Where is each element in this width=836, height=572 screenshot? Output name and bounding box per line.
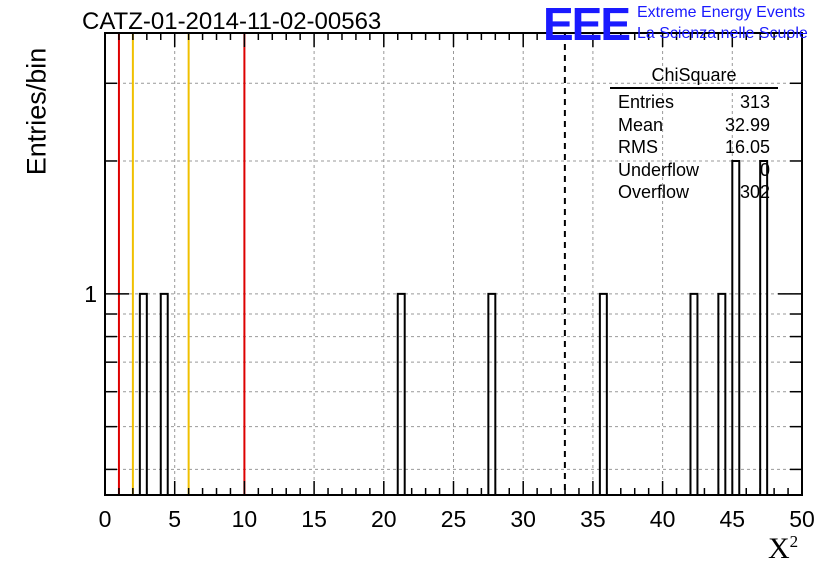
stats-value: 313: [739, 92, 770, 112]
stats-row: RMS 16.05: [610, 136, 778, 159]
logo-line-2: La Scienza nelle Scuole: [637, 25, 808, 42]
histogram-bar: [731, 159, 741, 495]
histogram-bar: [138, 292, 148, 495]
histogram-bar: [598, 292, 608, 495]
stats-label: Mean: [618, 114, 664, 135]
x-tick-label: 45: [720, 506, 746, 532]
chart-title: CATZ-01-2014-11-02-00563: [82, 8, 382, 35]
y-tick-label: 1: [84, 281, 97, 307]
axis-ticks: [104, 33, 803, 495]
logo-line-1: Extreme Energy Events: [637, 4, 806, 21]
x-tick-label: 0: [99, 506, 112, 532]
y-axis-label: Entries/bin: [21, 47, 52, 176]
stats-label: Overflow: [618, 182, 690, 202]
stats-label: RMS: [618, 137, 658, 157]
histogram-bar: [159, 292, 169, 495]
x-tick-label: 25: [441, 506, 467, 532]
histogram-bar: [396, 292, 406, 495]
stats-title: ChiSquare: [610, 65, 778, 89]
stats-label: Entries: [618, 92, 675, 112]
stats-value: 302: [739, 182, 770, 202]
stats-row: Overflow 302: [610, 181, 778, 204]
x-tick-label: 15: [301, 506, 327, 532]
x-tick-label: 20: [371, 506, 397, 532]
histogram-bar: [487, 292, 497, 495]
x-tick-label: 10: [232, 506, 258, 532]
stats-label: Underflow: [618, 159, 700, 180]
x-tick-label: 40: [650, 506, 676, 532]
stats-row: Mean 32.99: [610, 114, 778, 137]
histogram-bars: [138, 159, 769, 495]
eee-logo: EEE: [543, 0, 631, 50]
stats-value: 0: [759, 159, 770, 180]
histogram-bar: [689, 292, 699, 495]
stats-row: Entries 313: [610, 91, 778, 114]
stats-value: 16.05: [724, 137, 770, 157]
reference-lines: [117, 33, 566, 495]
x-axis-label-exponent: 2: [789, 532, 799, 551]
x-tick-label: 50: [789, 506, 815, 532]
x-axis-label-base: X: [768, 532, 790, 565]
stats-value: 32.99: [724, 114, 770, 135]
x-axis-label: X2: [768, 532, 798, 566]
logo-caption: Extreme Energy Events La Scienza nelle S…: [637, 2, 808, 44]
histogram-bar: [717, 292, 727, 495]
stats-row: Underflow 0: [610, 159, 778, 182]
tick-labels: 0 5 10 15 20 25 30 35 40 45 50 1: [84, 281, 815, 532]
x-tick-label: 30: [510, 506, 536, 532]
x-tick-label: 5: [168, 506, 181, 532]
x-tick-label: 35: [580, 506, 606, 532]
stats-box: ChiSquare Entries 313 Mean 32.99 RMS 16.05 …: [610, 65, 778, 204]
histogram-bar: [759, 159, 769, 495]
